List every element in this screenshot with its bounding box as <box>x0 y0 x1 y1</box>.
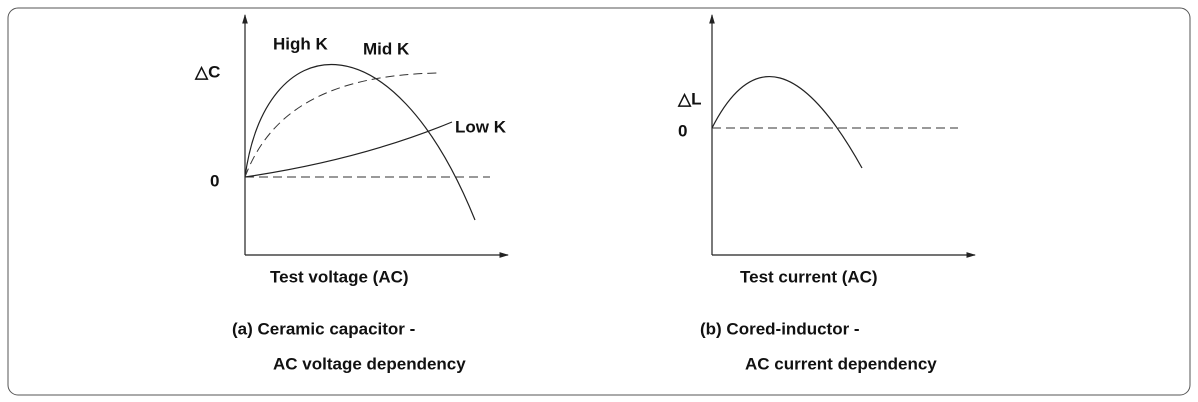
curve-label: Low K <box>455 117 507 136</box>
caption: AC current dependency <box>745 354 937 373</box>
low-k-curve <box>244 121 453 178</box>
high-k-curve <box>244 63 476 221</box>
y-label: △L <box>677 89 701 108</box>
mid-k-curve <box>244 72 439 178</box>
inductor-curve <box>711 76 863 169</box>
caption: AC voltage dependency <box>273 354 466 373</box>
x-label: Test voltage (AC) <box>270 267 409 286</box>
x-label: Test current (AC) <box>740 267 878 286</box>
caption: (b) Cored-inductor - <box>700 319 860 338</box>
curve-label: Mid K <box>363 39 410 58</box>
frame <box>7 7 1191 396</box>
caption: (a) Ceramic capacitor - <box>232 319 415 338</box>
origin-label: 0 <box>678 121 687 140</box>
panel-b: △L 0 Test current (AC) (b) Cored-inducto… <box>677 14 976 373</box>
y-label: △C <box>194 62 220 81</box>
panel-a: △C 0 High K Mid K Low K Test voltage (AC… <box>194 14 509 373</box>
curve-label: High K <box>273 34 328 53</box>
origin-label: 0 <box>210 171 219 190</box>
